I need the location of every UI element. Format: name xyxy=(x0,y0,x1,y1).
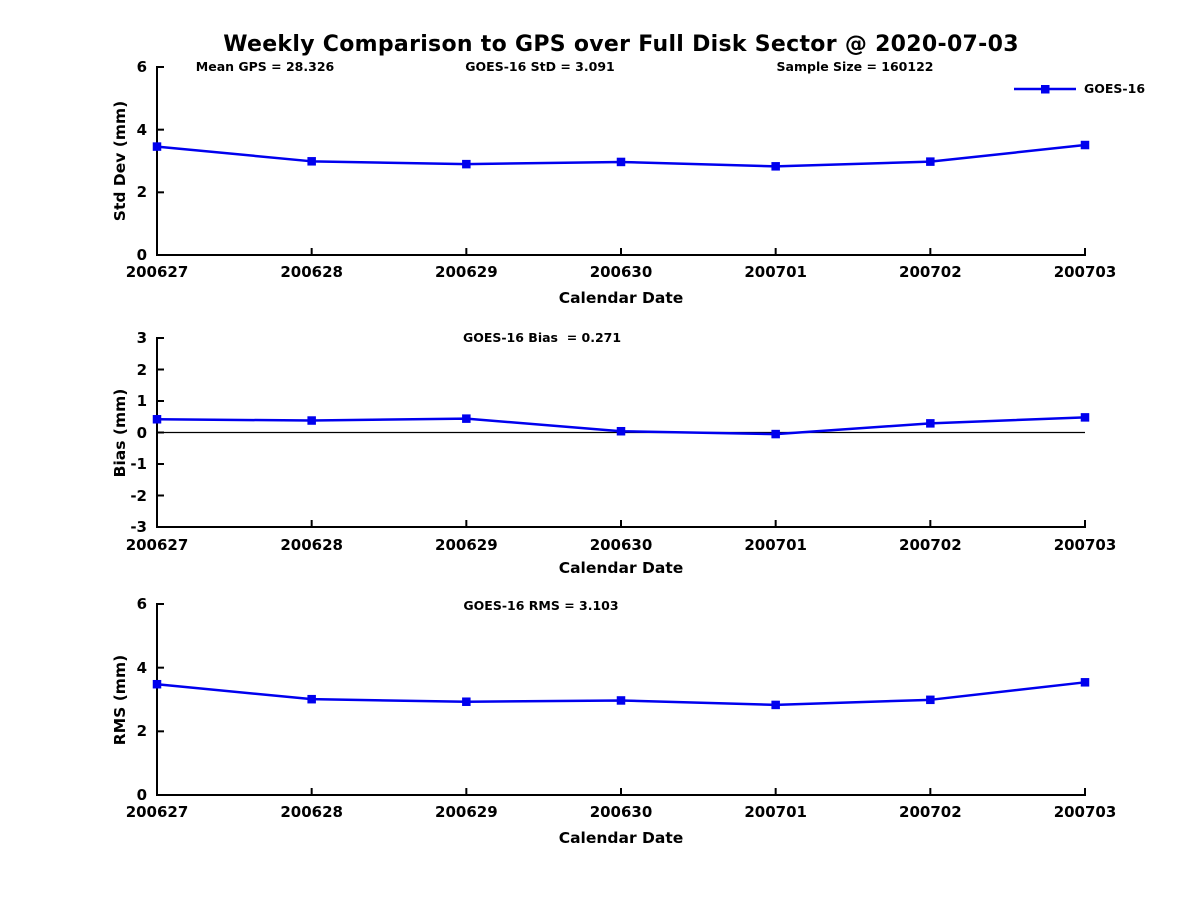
y-tick-label: 2 xyxy=(136,183,147,202)
y-tick-label: -3 xyxy=(130,518,147,536)
data-point-marker xyxy=(152,415,162,424)
y-tick-label: 4 xyxy=(136,658,147,677)
data-point-marker xyxy=(771,429,780,439)
annotation: Sample Size = 160122 xyxy=(776,59,934,74)
x-tick-label: 200627 xyxy=(125,263,189,281)
data-point-marker xyxy=(152,142,162,151)
annotation: GOES-16 StD = 3.091 xyxy=(465,59,615,74)
data-point-marker xyxy=(307,157,316,166)
y-tick-label: -1 xyxy=(130,455,147,473)
y-axis-title: Std Dev (mm) xyxy=(111,100,129,222)
x-tick-label: 200703 xyxy=(1053,263,1117,281)
data-point-marker xyxy=(307,694,316,704)
x-axis-title: Calendar Date xyxy=(558,559,684,577)
y-tick-label: 0 xyxy=(136,246,147,264)
y-tick-label: 1 xyxy=(136,392,147,410)
x-tick-label: 200701 xyxy=(744,263,807,281)
y-tick-label: 6 xyxy=(136,58,147,76)
x-tick-label: 200701 xyxy=(744,803,807,821)
data-point-marker xyxy=(771,700,780,710)
data-point-marker xyxy=(462,159,471,169)
x-tick-label: 200701 xyxy=(744,536,807,554)
x-tick-label: 200629 xyxy=(435,263,498,281)
y-tick-label: 2 xyxy=(136,722,147,741)
x-tick-label: 200629 xyxy=(435,803,498,821)
data-point-marker xyxy=(152,679,162,689)
page-title: Weekly Comparison to GPS over Full Disk … xyxy=(223,32,1019,57)
x-tick-label: 200702 xyxy=(899,536,962,554)
annotation: GOES-16 Bias = 0.271 xyxy=(462,330,622,345)
x-tick-label: 200702 xyxy=(899,263,962,281)
data-point-marker xyxy=(462,414,471,423)
data-point-marker xyxy=(616,157,626,167)
x-tick-label: 200629 xyxy=(435,536,498,554)
data-point-marker xyxy=(462,697,471,706)
data-point-marker xyxy=(1080,140,1090,150)
x-tick-label: 200703 xyxy=(1053,536,1117,554)
x-tick-label: 200630 xyxy=(589,536,653,554)
x-tick-label: 200628 xyxy=(280,263,343,281)
data-point-marker xyxy=(616,696,626,705)
y-tick-label: 0 xyxy=(136,423,147,442)
data-point-marker xyxy=(1080,678,1090,687)
data-point-marker xyxy=(616,426,626,436)
x-tick-label: 200630 xyxy=(589,263,653,281)
x-tick-label: 200628 xyxy=(280,803,343,821)
x-tick-label: 200628 xyxy=(280,536,343,554)
legend-square-marker-icon xyxy=(1041,85,1050,94)
data-point-marker xyxy=(926,419,935,428)
x-axis-title: Calendar Date xyxy=(558,289,684,307)
data-point-marker xyxy=(307,416,316,425)
y-axis-title: Bias (mm) xyxy=(111,388,129,477)
legend-label: GOES-16 xyxy=(1084,81,1146,96)
y-tick-label: 3 xyxy=(136,329,147,347)
x-tick-label: 200627 xyxy=(125,536,189,554)
data-point-marker xyxy=(1080,413,1090,422)
x-tick-label: 200703 xyxy=(1053,803,1117,821)
y-tick-label: 4 xyxy=(136,120,147,139)
y-tick-label: -2 xyxy=(130,486,147,505)
annotation: GOES-16 RMS = 3.103 xyxy=(463,598,619,613)
legend: GOES-16 xyxy=(1014,82,1145,96)
data-point-marker xyxy=(771,162,780,171)
data-point-marker xyxy=(926,157,935,166)
y-axis-title: RMS (mm) xyxy=(111,654,129,745)
x-tick-label: 200702 xyxy=(899,803,962,821)
data-point-marker xyxy=(926,695,935,705)
x-tick-label: 200627 xyxy=(125,803,189,821)
y-tick-label: 2 xyxy=(136,360,147,379)
y-tick-label: 6 xyxy=(136,595,147,613)
y-tick-label: 0 xyxy=(136,786,147,804)
x-axis-title: Calendar Date xyxy=(558,829,684,847)
legend-sample-icon xyxy=(1014,85,1076,94)
annotation: Mean GPS = 28.326 xyxy=(195,59,335,74)
x-tick-label: 200630 xyxy=(589,803,653,821)
